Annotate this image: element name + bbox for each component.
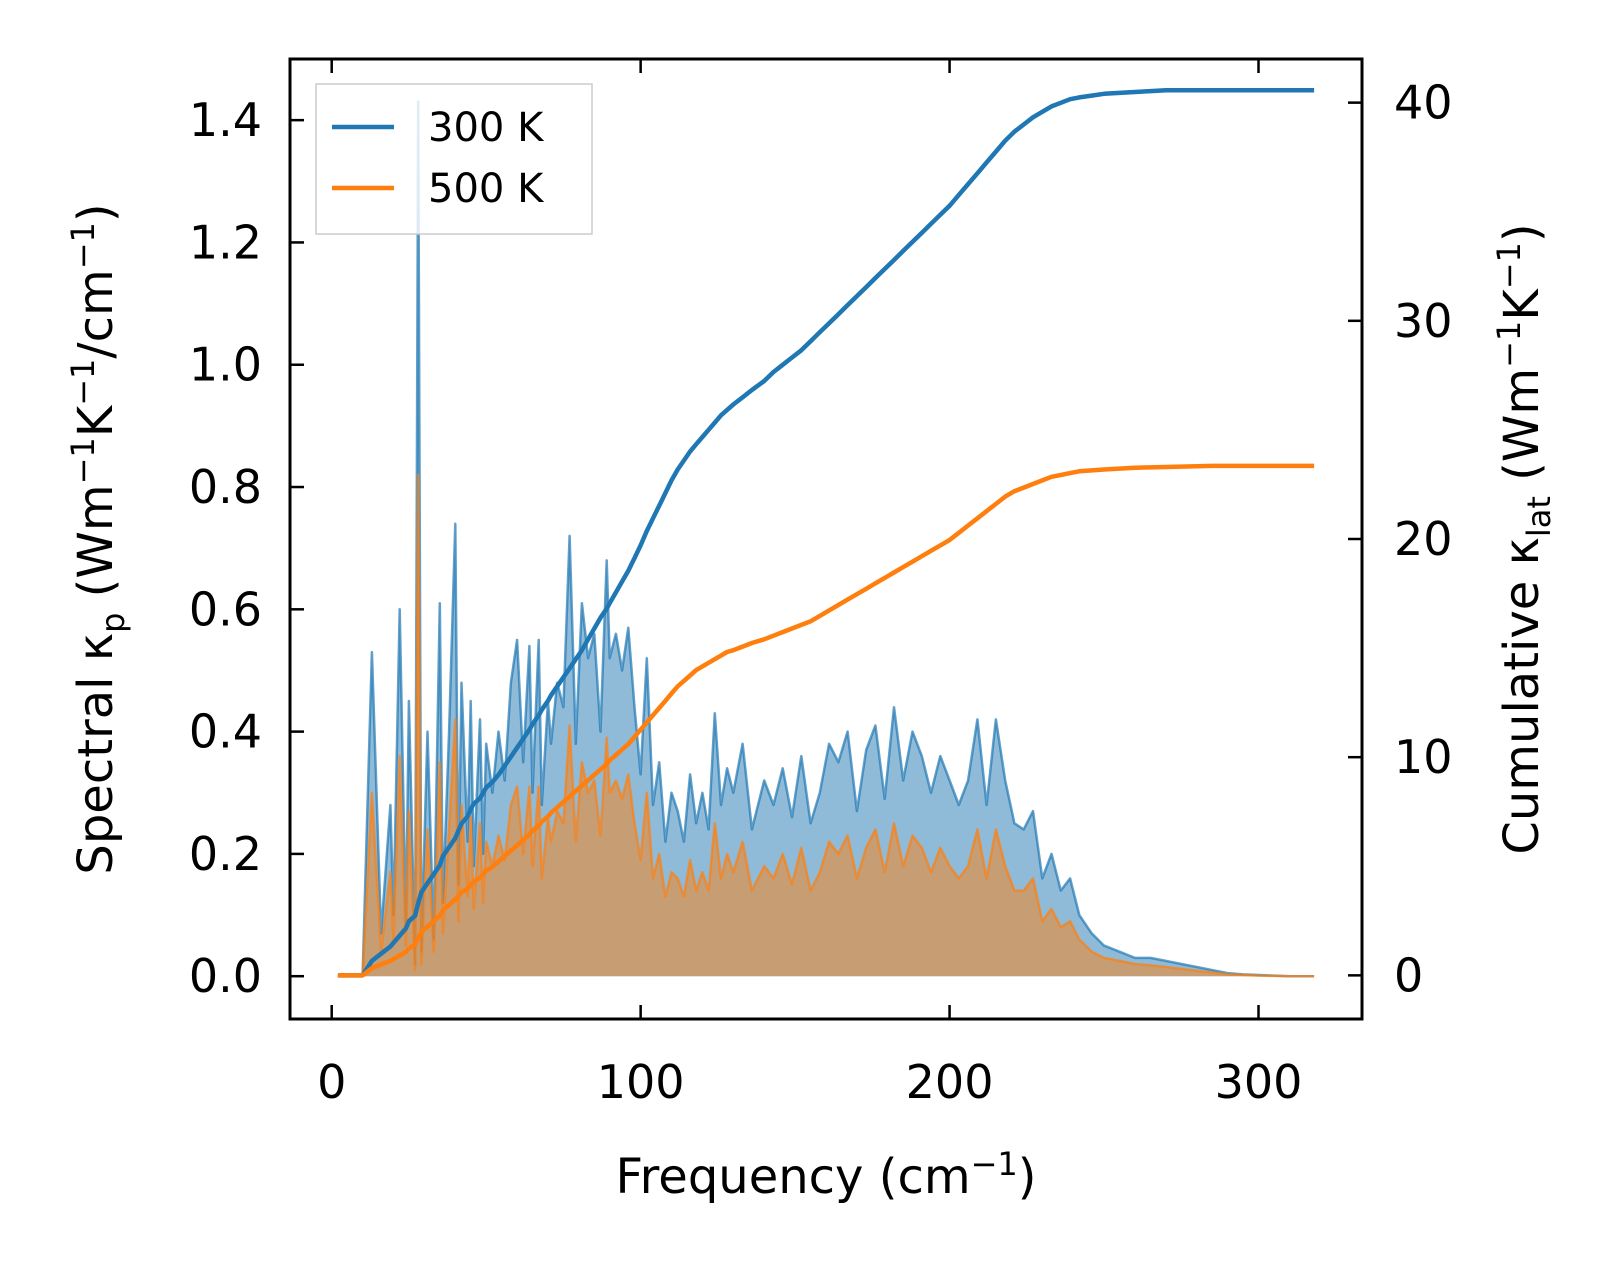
y-axis-title-right: Cumulative κlat (Wm−1K−1) <box>1490 223 1558 854</box>
y-tick-label-right: 20 <box>1394 512 1453 566</box>
legend-label-500k: 500 K <box>428 166 545 212</box>
plot-area <box>337 87 1315 978</box>
x-tick-label: 200 <box>906 1055 994 1109</box>
legend-label-300k: 300 K <box>428 105 545 151</box>
y-tick-label-right: 0 <box>1394 948 1423 1002</box>
spectral-line-500k <box>337 473 1315 978</box>
y-tick-label-right: 40 <box>1394 76 1453 130</box>
y-tick-label-left: 0.2 <box>189 827 262 881</box>
y-tick-label-right: 10 <box>1394 730 1453 784</box>
y-tick-label-left: 1.4 <box>189 93 262 147</box>
x-tick-label: 300 <box>1215 1055 1303 1109</box>
x-tick-label: 100 <box>597 1055 685 1109</box>
y-tick-label-left: 0.8 <box>189 460 262 514</box>
y-tick-label-left: 1.0 <box>189 338 262 392</box>
cumulative-line-500k <box>337 463 1315 978</box>
legend: 300 K 500 K <box>315 83 593 235</box>
y-axis-title-left: Spectral κp (Wm−1K−1/cm−1) <box>64 203 132 874</box>
spectral-area-300k <box>337 101 1315 977</box>
legend-box <box>315 83 593 235</box>
x-axis-title: Frequency (cm−1) <box>615 1145 1036 1205</box>
y-tick-label-left: 1.2 <box>189 215 262 269</box>
y-tick-label-right: 30 <box>1394 294 1453 348</box>
spectral-line-300k <box>337 100 1315 978</box>
y-tick-label-left: 0.6 <box>189 582 262 636</box>
spectral-area-500k <box>337 474 1315 977</box>
axis-ticks: 0 100 200 300 0.0 0.2 0.4 0.6 0.8 1.0 1.2 1.4 0 10 20 3… <box>189 59 1453 1109</box>
y-tick-label-left: 0.4 <box>189 705 262 759</box>
y-tick-label-left: 0.0 <box>189 949 262 1003</box>
cumulative-line-300k <box>337 87 1315 978</box>
x-tick-label: 0 <box>317 1055 346 1109</box>
